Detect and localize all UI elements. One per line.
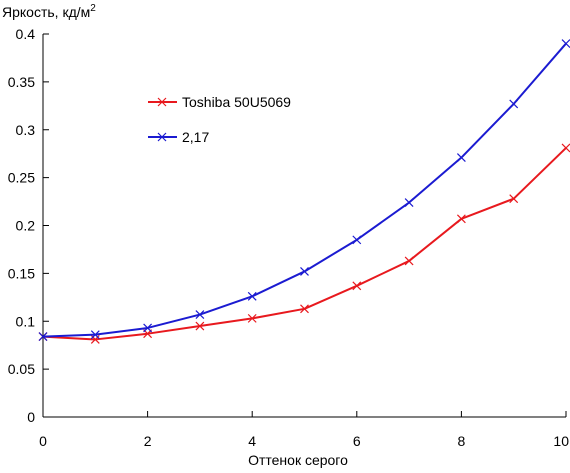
- legend: Toshiba 50U5069 2,17: [148, 94, 291, 145]
- y-axis-title-superscript: 2: [90, 3, 96, 14]
- legend-label: 2,17: [182, 129, 209, 145]
- data-point-marker: [300, 267, 309, 276]
- legend-item-2: 2,17: [148, 129, 209, 145]
- y-tick-label: 0.4: [16, 26, 36, 42]
- y-tick-label: 0.35: [8, 74, 35, 90]
- data-point-marker: [456, 153, 466, 162]
- y-tick-label: 0.2: [16, 218, 36, 234]
- x-tick-label: 8: [458, 433, 466, 449]
- data-point-marker: [143, 323, 153, 333]
- data-point-marker: [509, 194, 519, 204]
- x-tick-label: 10: [553, 433, 569, 449]
- data-point-marker: [352, 281, 362, 291]
- y-axis-title-text: Яркость, кд/м: [2, 4, 90, 20]
- axes: 0 0.05 0.1 0.15 0.2 0.25 0.3 0.35 0.4 0 2 4 6 8 10: [8, 26, 569, 449]
- legend-item-1: Toshiba 50U5069: [148, 94, 291, 110]
- data-point-marker: [561, 143, 570, 153]
- data-point-marker: [195, 321, 205, 331]
- series-layer: [38, 39, 570, 344]
- x-tick-label: 2: [144, 433, 152, 449]
- data-point-marker: [456, 214, 466, 224]
- y-axis-title: Яркость, кд/м2: [2, 3, 96, 20]
- series-line: [42, 42, 567, 338]
- y-tick-label: 0.15: [8, 265, 35, 281]
- data-point-marker: [247, 313, 257, 323]
- data-point-marker: [247, 291, 257, 301]
- y-tick-label: 0.05: [8, 361, 35, 377]
- data-point-marker: [561, 39, 570, 48]
- x-tick-label: 0: [39, 433, 47, 449]
- data-point-marker: [352, 235, 362, 245]
- x-axis-title: Оттенок серого: [248, 452, 348, 468]
- data-point-marker: [300, 304, 309, 314]
- series-2: [38, 39, 570, 341]
- y-tick-label: 0.3: [16, 122, 36, 138]
- legend-label: Toshiba 50U5069: [182, 94, 291, 110]
- y-tick-label: 0.25: [8, 170, 35, 186]
- data-point-marker: [404, 198, 414, 207]
- data-point-marker: [90, 330, 100, 340]
- x-tick-label: 4: [248, 433, 256, 449]
- data-point-marker: [509, 99, 519, 109]
- legend-swatch-marker: [157, 132, 167, 142]
- data-point-marker: [404, 256, 414, 266]
- data-point-marker: [38, 332, 48, 341]
- data-point-marker: [195, 310, 205, 319]
- series-1: [38, 143, 570, 344]
- y-tick-label: 0: [27, 409, 35, 425]
- x-tick-label: 6: [353, 433, 361, 449]
- y-tick-label: 0.1: [16, 313, 36, 329]
- legend-swatch-marker: [157, 97, 167, 107]
- series-line: [42, 147, 567, 341]
